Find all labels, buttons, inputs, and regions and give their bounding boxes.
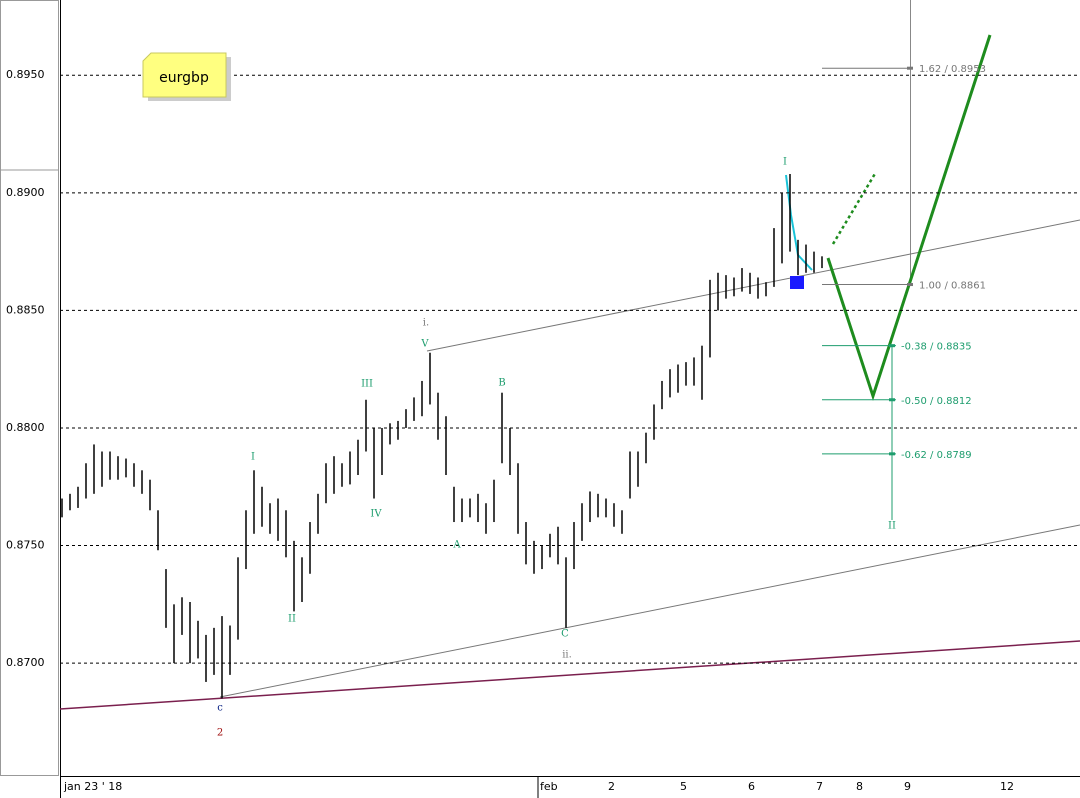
fib-handle xyxy=(907,283,913,287)
channel-lower xyxy=(219,524,1080,698)
wave-label: I xyxy=(783,157,787,168)
x-tick-label: 5 xyxy=(680,780,687,793)
wave-label: II xyxy=(888,521,896,532)
x-tick-label: 12 xyxy=(1000,780,1014,793)
fib-label: 1.62 / 0.8953 xyxy=(919,64,986,75)
note xyxy=(142,52,227,98)
wave-highlight xyxy=(785,174,813,271)
marker-square xyxy=(790,276,804,289)
symbol-label: eurgbp xyxy=(159,70,209,86)
x-tick-label: 2 xyxy=(608,780,615,793)
fib-label: -0.38 / 0.8835 xyxy=(901,342,972,353)
y-tick-label: 0.8950 xyxy=(6,68,45,81)
wave-label: V xyxy=(420,339,429,350)
y-tick-label: 0.8850 xyxy=(6,303,45,316)
wave-label: III xyxy=(361,379,373,390)
wave-label: IV xyxy=(370,509,382,520)
x-tick-label: feb xyxy=(540,780,558,793)
x-tick-label: 8 xyxy=(856,780,863,793)
wave-label: i. xyxy=(423,318,429,329)
y-tick-label: 0.8800 xyxy=(6,421,45,434)
x-tick-label: 9 xyxy=(904,780,911,793)
wave-label: B xyxy=(498,378,505,389)
wave-label: ii. xyxy=(562,650,572,661)
x-tick-label: 6 xyxy=(748,780,755,793)
y-tick-label: 0.8700 xyxy=(6,656,45,669)
x-tick-label: 7 xyxy=(816,780,823,793)
projection-alt xyxy=(831,171,878,245)
fib-handle xyxy=(889,452,895,456)
y-axis-panel xyxy=(0,0,59,776)
fib-label: -0.62 / 0.8789 xyxy=(901,450,972,461)
y-tick-label: 0.8750 xyxy=(6,539,45,552)
x-tick-label: jan 23 ' 18 xyxy=(63,780,122,793)
wave-label: 2 xyxy=(217,728,223,739)
fib-handle xyxy=(889,344,895,348)
y-tick-label: 0.8900 xyxy=(6,186,45,199)
wave-label: II xyxy=(288,614,296,625)
plot: 0.8700 0.8750 0.8800 0.8850 0.8900 0.8950 jan … xyxy=(6,64,1080,798)
projection-path xyxy=(826,34,992,401)
fib-label: 1.00 / 0.8861 xyxy=(919,281,986,292)
wave-label: C xyxy=(561,629,569,640)
moving-average xyxy=(59,640,1080,710)
wave-label: c xyxy=(217,703,223,714)
wave-label: I xyxy=(251,452,255,463)
fib-label: -0.50 / 0.8812 xyxy=(901,396,972,407)
channel-upper xyxy=(426,219,1080,352)
fib-handle xyxy=(907,66,913,70)
fib-handle xyxy=(889,398,895,402)
wave-label: A xyxy=(452,540,461,551)
